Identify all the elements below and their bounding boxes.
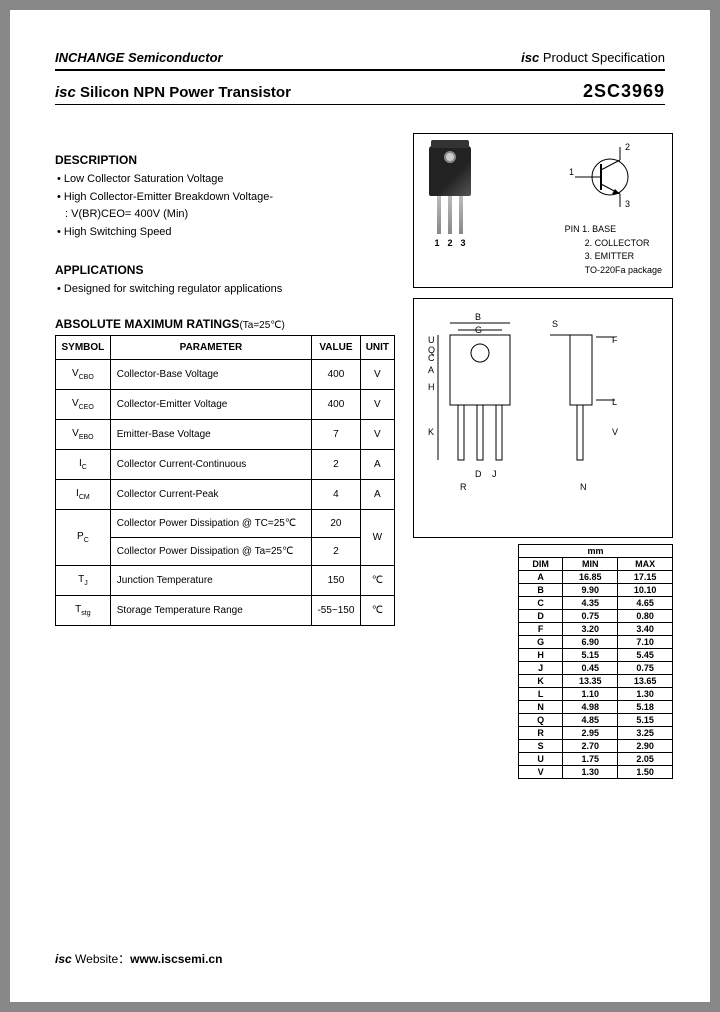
description-item: High Collector-Emitter Breakdown Voltage… xyxy=(57,189,395,207)
dim-row: D0.750.80 xyxy=(519,610,673,623)
ratings-row: VCBO Collector-Base Voltage 400 V xyxy=(56,359,395,389)
svg-text:B: B xyxy=(475,312,481,322)
ratings-row: TJ Junction Temperature150℃ xyxy=(56,565,395,595)
pin-label-block: PIN 1. BASE 2. COLLECTOR 3. EMITTER TO-2… xyxy=(565,223,662,277)
dim-row: N4.985.18 xyxy=(519,701,673,714)
description-item: Low Collector Saturation Voltage xyxy=(57,171,395,189)
datasheet-page: INCHANGE Semiconductor isc Product Speci… xyxy=(10,10,710,1002)
schematic-pin-2: 2 xyxy=(625,142,630,152)
svg-text:G: G xyxy=(475,325,482,335)
applications-list: Designed for switching regulator applica… xyxy=(55,281,395,299)
website-url: www.iscsemi.cn xyxy=(130,952,222,966)
dim-row: R2.953.25 xyxy=(519,727,673,740)
package-view-box: 1 2 3 xyxy=(413,133,673,288)
ratings-row: PC Collector Power Dissipation @ TC=25℃ … xyxy=(56,509,395,537)
company-name: INCHANGE Semiconductor xyxy=(55,50,223,65)
svg-text:R: R xyxy=(460,482,467,492)
dim-row: H5.155.45 xyxy=(519,649,673,662)
dim-row: J0.450.75 xyxy=(519,662,673,675)
ratings-heading: ABSOLUTE MAXIMUM RATINGS(Ta=25℃) xyxy=(55,317,395,331)
dim-row: S2.702.90 xyxy=(519,740,673,753)
dimension-drawing-icon: B G A U Q C K H D R J S F xyxy=(420,305,666,531)
left-column: DESCRIPTION Low Collector Saturation Vol… xyxy=(55,133,395,779)
dim-row: V1.301.50 xyxy=(519,766,673,779)
dim-header-row: DIM MIN MAX xyxy=(519,558,673,571)
col-symbol: SYMBOL xyxy=(56,335,111,359)
part-number: 2SC3969 xyxy=(583,81,665,102)
title-row: isc Silicon NPN Power Transistor 2SC3969 xyxy=(55,81,665,102)
right-column: 1 2 3 xyxy=(413,133,673,779)
ratings-row: VEBO Emitter-Base Voltage 7 V xyxy=(56,419,395,449)
svg-text:N: N xyxy=(580,482,587,492)
description-item: High Switching Speed xyxy=(57,224,395,242)
col-value: VALUE xyxy=(312,335,361,359)
page-header: INCHANGE Semiconductor isc Product Speci… xyxy=(55,50,665,65)
dim-row: C4.354.65 xyxy=(519,597,673,610)
svg-text:L: L xyxy=(612,397,617,407)
dim-row: F3.203.40 xyxy=(519,623,673,636)
product-spec-label: isc Product Specification xyxy=(521,50,665,65)
dimensions-table: mm DIM MIN MAX A16.8517.15B9.9010.10C4.3… xyxy=(518,544,673,779)
svg-text:V: V xyxy=(612,427,618,437)
description-subline: : V(BR)CEO= 400V (Min) xyxy=(57,206,395,224)
page-footer: isc Website：www.iscsemi.cn xyxy=(55,950,222,967)
col-unit: UNIT xyxy=(360,335,394,359)
svg-text:J: J xyxy=(492,469,497,479)
dim-row: B9.9010.10 xyxy=(519,584,673,597)
svg-text:C: C xyxy=(428,353,435,363)
schematic-pin-1: 1 xyxy=(569,167,574,177)
dim-unit-header: mm xyxy=(519,545,673,558)
svg-text:K: K xyxy=(428,427,434,437)
ratings-table: SYMBOL PARAMETER VALUE UNIT VCBO Collect… xyxy=(55,335,395,626)
svg-text:S: S xyxy=(552,319,558,329)
content-area: DESCRIPTION Low Collector Saturation Vol… xyxy=(55,133,665,779)
ratings-row: ICM Collector Current-Peak 4 A xyxy=(56,479,395,509)
schematic-pin-3: 3 xyxy=(625,199,630,209)
dim-row: K13.3513.65 xyxy=(519,675,673,688)
ratings-row: IC Collector Current-Continuous 2 A xyxy=(56,449,395,479)
description-heading: DESCRIPTION xyxy=(55,153,395,167)
ratings-header-row: SYMBOL PARAMETER VALUE UNIT xyxy=(56,335,395,359)
svg-text:D: D xyxy=(475,469,482,479)
dimension-drawing-box: B G A U Q C K H D R J S F xyxy=(413,298,673,538)
ratings-row: Tstg Storage Temperature Range-55~150℃ xyxy=(56,595,395,625)
transistor-schematic-icon: 1 2 3 xyxy=(565,142,660,215)
dim-row: U1.752.05 xyxy=(519,753,673,766)
col-parameter: PARAMETER xyxy=(110,335,311,359)
dim-row: G6.907.10 xyxy=(519,636,673,649)
dim-row: A16.8517.15 xyxy=(519,571,673,584)
svg-text:A: A xyxy=(428,365,434,375)
description-list: Low Collector Saturation Voltage High Co… xyxy=(55,171,395,241)
dim-row: L1.101.30 xyxy=(519,688,673,701)
transistor-package-icon: 1 2 3 xyxy=(429,146,471,196)
applications-heading: APPLICATIONS xyxy=(55,263,395,277)
product-title: isc Silicon NPN Power Transistor xyxy=(55,84,291,101)
applications-item: Designed for switching regulator applica… xyxy=(57,281,395,299)
dim-row: Q4.855.15 xyxy=(519,714,673,727)
svg-text:H: H xyxy=(428,382,435,392)
title-divider xyxy=(55,104,665,105)
svg-text:U: U xyxy=(428,335,435,345)
header-divider xyxy=(55,69,665,71)
ratings-row: VCEO Collector-Emitter Voltage 400 V xyxy=(56,389,395,419)
